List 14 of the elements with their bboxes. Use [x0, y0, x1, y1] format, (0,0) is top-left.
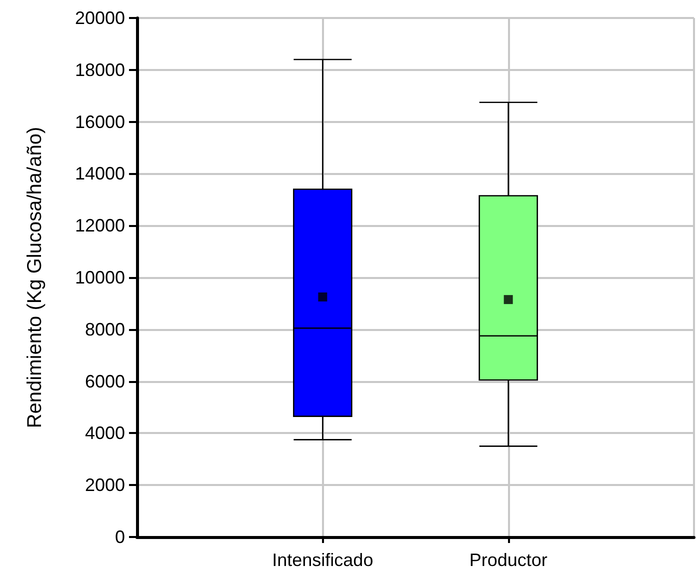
y-tick-label: 20000 — [74, 8, 125, 28]
y-tick-label: 0 — [114, 527, 125, 547]
y-tick-label: 8000 — [84, 319, 125, 340]
y-tick-label: 2000 — [84, 475, 125, 496]
y-tick-label: 18000 — [74, 60, 125, 80]
y-tick-label: 6000 — [84, 371, 125, 392]
y-tick-label: 12000 — [74, 216, 125, 236]
x-tick-label: Intensificado — [272, 550, 374, 570]
y-tick-label: 16000 — [74, 112, 125, 132]
x-tick-label: Productor — [469, 550, 548, 570]
y-tick-label: 10000 — [74, 268, 125, 288]
y-tick-label: 4000 — [84, 423, 125, 444]
y-tick-label: 14000 — [74, 164, 125, 184]
y-axis-title: Rendimiento (Kg Glucosa/ha/año) — [24, 126, 46, 428]
